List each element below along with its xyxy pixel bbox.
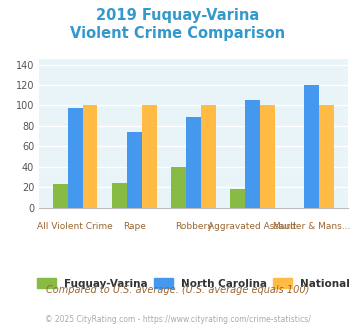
Text: Violent Crime Comparison: Violent Crime Comparison [70,26,285,41]
Bar [201,106,215,208]
Text: All Violent Crime: All Violent Crime [37,222,113,231]
Bar [68,108,83,208]
Text: Compared to U.S. average. (U.S. average equals 100): Compared to U.S. average. (U.S. average … [46,285,309,295]
Bar [245,100,260,208]
Text: Aggravated Assault: Aggravated Assault [208,222,297,231]
Bar [142,106,157,208]
Text: Rape: Rape [123,222,146,231]
Bar [186,117,201,208]
Bar [319,106,334,208]
Bar [304,85,319,208]
Bar [53,184,68,208]
Bar [127,132,142,208]
Bar [260,106,275,208]
Text: Murder & Mans...: Murder & Mans... [273,222,350,231]
Text: 2019 Fuquay-Varina: 2019 Fuquay-Varina [96,8,259,23]
Bar [83,106,97,208]
Bar [230,189,245,208]
Text: © 2025 CityRating.com - https://www.cityrating.com/crime-statistics/: © 2025 CityRating.com - https://www.city… [45,315,310,324]
Bar [112,183,127,208]
Bar [171,167,186,208]
Legend: Fuquay-Varina, North Carolina, National: Fuquay-Varina, North Carolina, National [37,279,350,289]
Text: Robbery: Robbery [175,222,212,231]
